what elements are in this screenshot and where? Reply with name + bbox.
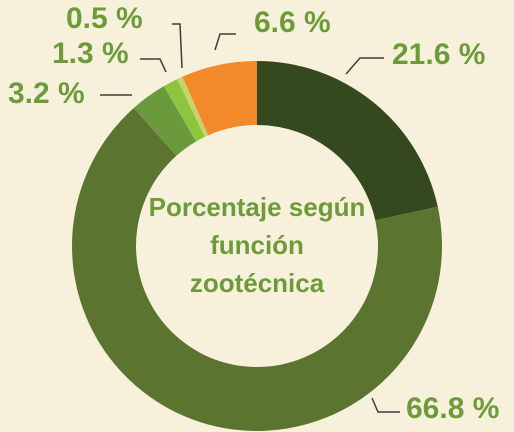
- data-label: 66.8 %: [406, 392, 499, 425]
- data-label: 3.2 %: [8, 77, 85, 110]
- leader-line: [371, 397, 400, 413]
- data-label: 21.6 %: [392, 38, 485, 71]
- donut-slice: [182, 61, 257, 136]
- donut-slice: [257, 61, 438, 221]
- leader-line: [140, 58, 167, 73]
- chart-title: Porcentaje según función zootécnica: [148, 192, 366, 298]
- leader-line: [172, 23, 183, 69]
- leader-line: [345, 57, 384, 75]
- donut-slice: [133, 86, 197, 156]
- data-label: 1.3 %: [52, 37, 129, 70]
- donut-slice: [163, 79, 205, 142]
- donut-slice: [177, 76, 209, 137]
- data-label: 6.6 %: [254, 6, 331, 39]
- data-label: 0.5 %: [66, 2, 143, 35]
- donut-slice: [72, 108, 442, 431]
- leader-line: [214, 33, 236, 51]
